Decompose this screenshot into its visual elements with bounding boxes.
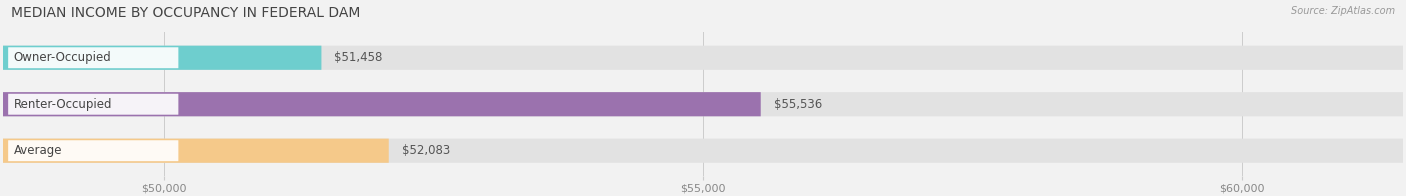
Text: Renter-Occupied: Renter-Occupied — [14, 98, 112, 111]
FancyBboxPatch shape — [8, 94, 179, 115]
FancyBboxPatch shape — [3, 92, 761, 116]
Text: Owner-Occupied: Owner-Occupied — [14, 51, 111, 64]
Text: $52,083: $52,083 — [402, 144, 450, 157]
Text: $55,536: $55,536 — [773, 98, 823, 111]
FancyBboxPatch shape — [8, 140, 179, 161]
Text: MEDIAN INCOME BY OCCUPANCY IN FEDERAL DAM: MEDIAN INCOME BY OCCUPANCY IN FEDERAL DA… — [11, 6, 360, 20]
FancyBboxPatch shape — [8, 47, 179, 68]
Text: $51,458: $51,458 — [335, 51, 382, 64]
FancyBboxPatch shape — [3, 92, 1403, 116]
FancyBboxPatch shape — [3, 139, 1403, 163]
FancyBboxPatch shape — [3, 46, 1403, 70]
Text: Average: Average — [14, 144, 62, 157]
FancyBboxPatch shape — [3, 139, 389, 163]
Text: Source: ZipAtlas.com: Source: ZipAtlas.com — [1291, 6, 1395, 16]
FancyBboxPatch shape — [3, 46, 322, 70]
